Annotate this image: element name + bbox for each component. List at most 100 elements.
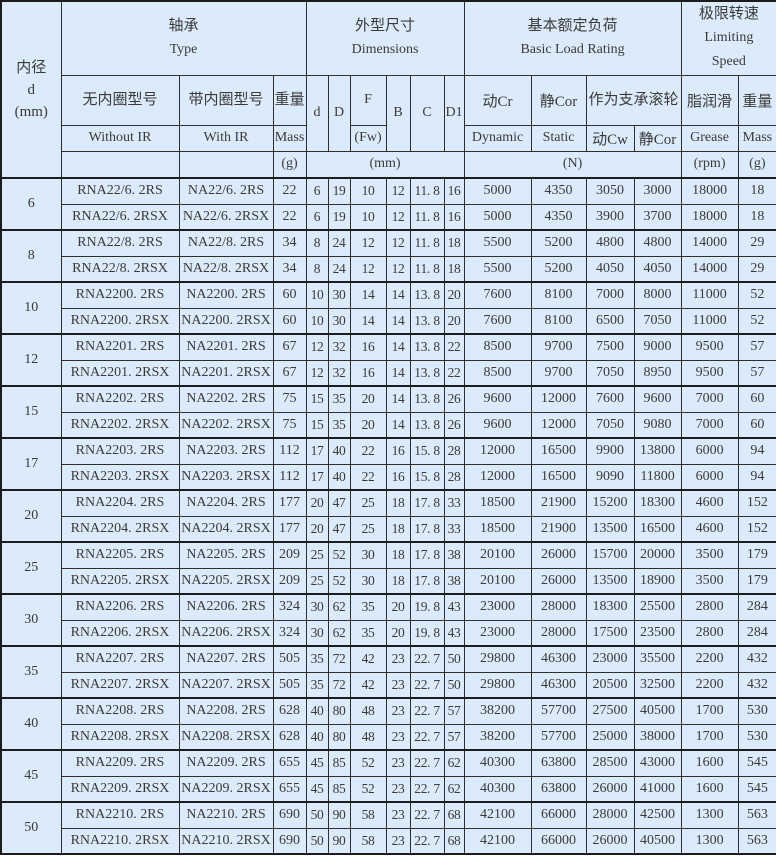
- load-static-cor-roller: 8000: [633, 281, 682, 309]
- mass-g: 34: [272, 255, 307, 283]
- load-dynamic-cw: 23000: [585, 645, 635, 673]
- model-without-ir: RNA2206. 2RS: [60, 593, 180, 621]
- load-dynamic-cr: 5500: [463, 255, 532, 283]
- dim-D: 90: [327, 801, 351, 829]
- dim-D: 32: [327, 333, 351, 361]
- table-row: RNA2202. 2RSX NA2202. 2RSX 75 15 35 20 14 13. 8…: [1, 411, 776, 439]
- dim-B: 14: [385, 333, 411, 361]
- bore-cell: 45: [0, 749, 62, 803]
- model-with-ir: NA2202. 2RS: [178, 385, 274, 413]
- dim-C: 22. 7: [409, 801, 445, 829]
- dim-D: 19: [327, 177, 351, 205]
- header-mass2-unit: (g): [737, 150, 776, 179]
- load-dynamic-cw: 9900: [585, 437, 635, 465]
- mass-g-2: 57: [737, 333, 776, 361]
- load-static-cor: 57700: [530, 723, 587, 751]
- mass-g-2: 179: [737, 567, 776, 595]
- load-static-cor: 4350: [530, 203, 587, 231]
- model-with-ir: NA2207. 2RSX: [178, 671, 274, 699]
- mass-g: 505: [272, 671, 307, 699]
- mass-g-2: 152: [737, 489, 776, 517]
- dim-F: 30: [349, 567, 387, 595]
- dim-B: 18: [385, 515, 411, 543]
- speed-grease-rpm: 14000: [680, 255, 739, 283]
- dim-C: 19. 8: [409, 619, 445, 647]
- bore-cell: 20: [0, 489, 62, 543]
- load-dynamic-cr: 9600: [463, 411, 532, 439]
- dim-B: 23: [385, 749, 411, 777]
- load-static-cor: 26000: [530, 541, 587, 569]
- load-static-cor: 12000: [530, 385, 587, 413]
- header-group-dimensions-en: Dimensions: [351, 42, 419, 58]
- mass-g: 67: [272, 359, 307, 387]
- load-dynamic-cr: 5000: [463, 203, 532, 231]
- load-dynamic-cw: 20500: [585, 671, 635, 699]
- load-dynamic-cr: 7600: [463, 307, 532, 335]
- speed-grease-rpm: 9500: [680, 333, 739, 361]
- dim-F: 16: [349, 333, 387, 361]
- header-group-limiting-speed: 极限转速 Limiting Speed: [680, 0, 776, 76]
- load-dynamic-cw: 3900: [585, 203, 635, 231]
- dim-D: 24: [327, 229, 351, 257]
- model-without-ir: RNA2201. 2RS: [60, 333, 180, 361]
- bore-cell: 17: [0, 437, 62, 491]
- header-dim-d: d: [305, 74, 329, 152]
- speed-grease-rpm: 2800: [680, 619, 739, 647]
- table-row: RNA2203. 2RSX NA2203. 2RSX 112 17 40 22 16 15. …: [1, 463, 776, 491]
- load-dynamic-cr: 40300: [463, 749, 532, 777]
- header-mass-zh: 重量: [272, 74, 307, 126]
- dim-F: 52: [349, 775, 387, 803]
- model-with-ir: NA2204. 2RS: [178, 489, 274, 517]
- dim-C: 19. 8: [409, 593, 445, 621]
- mass-g: 60: [272, 281, 307, 309]
- model-with-ir: NA2210. 2RSX: [178, 827, 274, 855]
- dim-D: 62: [327, 619, 351, 647]
- dim-D: 35: [327, 385, 351, 413]
- header-with-ir-zh: 带内圈型号: [178, 74, 274, 126]
- dim-B: 12: [385, 177, 411, 205]
- dim-B: 23: [385, 723, 411, 751]
- dim-F: 12: [349, 229, 387, 257]
- dim-F: 22: [349, 463, 387, 491]
- dim-F: 52: [349, 749, 387, 777]
- model-without-ir: RNA2205. 2RS: [60, 541, 180, 569]
- load-dynamic-cr: 18500: [463, 489, 532, 517]
- mass-g: 690: [272, 827, 307, 855]
- mass-g: 177: [272, 489, 307, 517]
- load-static-cor: 16500: [530, 463, 587, 491]
- load-dynamic-cr: 29800: [463, 645, 532, 673]
- dim-F: 16: [349, 359, 387, 387]
- bore-cell: 25: [0, 541, 62, 595]
- mass-g-2: 284: [737, 619, 776, 647]
- bore-cell: 12: [0, 333, 62, 387]
- load-static-cor-roller: 13800: [633, 437, 682, 465]
- mass-g-2: 60: [737, 411, 776, 439]
- model-without-ir: RNA2202. 2RS: [60, 385, 180, 413]
- load-dynamic-cw: 27500: [585, 697, 635, 725]
- table-row: 20 RNA2204. 2RS NA2204. 2RS 177 20 47 25 18 17. …: [0, 489, 776, 543]
- model-with-ir: NA2206. 2RSX: [178, 619, 274, 647]
- dim-C: 11. 8: [409, 229, 445, 257]
- mass-g-2: 545: [737, 775, 776, 803]
- model-without-ir: RNA2203. 2RSX: [60, 463, 180, 491]
- dim-D: 40: [327, 463, 351, 491]
- load-static-cor: 9700: [530, 359, 587, 387]
- load-dynamic-cr: 38200: [463, 697, 532, 725]
- dim-d: 25: [305, 541, 329, 569]
- table-row: RNA2205. 2RSX NA2205. 2RSX 209 25 52 30 18 17. …: [1, 567, 776, 595]
- table-row: 40 RNA2208. 2RS NA2208. 2RS 628 40 80 48 23 22. …: [0, 697, 776, 751]
- bore-cell: 8: [0, 229, 62, 283]
- speed-grease-rpm: 7000: [680, 411, 739, 439]
- load-dynamic-cw: 4800: [585, 229, 635, 257]
- dim-D1: 26: [443, 411, 465, 439]
- model-with-ir: NA2203. 2RSX: [178, 463, 274, 491]
- dim-D: 35: [327, 411, 351, 439]
- header-mass-en: Mass: [272, 124, 307, 152]
- dim-D1: 22: [443, 333, 465, 361]
- mass-g: 209: [272, 567, 307, 595]
- dim-B: 14: [385, 385, 411, 413]
- load-static-cor: 8100: [530, 281, 587, 309]
- dim-F: 35: [349, 593, 387, 621]
- dim-F: 30: [349, 541, 387, 569]
- dim-F: 14: [349, 281, 387, 309]
